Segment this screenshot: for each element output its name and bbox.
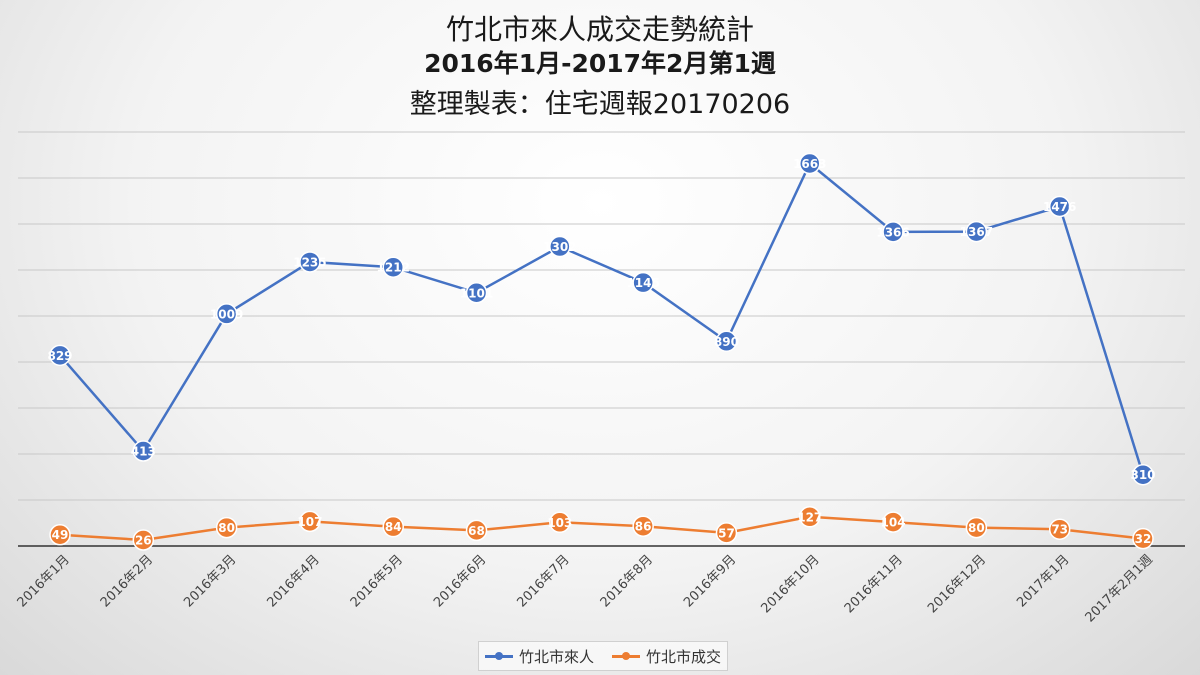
data-point	[549, 511, 571, 534]
data-point	[299, 251, 321, 273]
x-tick-label: 2016年1月	[15, 552, 73, 610]
data-point	[215, 303, 238, 325]
data-label: 107	[297, 515, 322, 529]
data-label: 829	[47, 349, 72, 363]
data-label: 1101	[460, 286, 493, 300]
data-label: 73	[1051, 523, 1068, 537]
data-label: 68	[468, 524, 485, 538]
data-label: 104	[881, 516, 906, 530]
data-label: 1663	[793, 157, 826, 171]
data-point	[882, 221, 904, 243]
data-label: 1302	[543, 240, 576, 254]
data-point	[715, 522, 738, 544]
legend-label-visitors: 竹北市來人	[518, 647, 594, 666]
data-label: 26	[135, 534, 152, 548]
data-point	[632, 271, 654, 294]
x-tick-label: 2016年11月	[842, 552, 906, 616]
data-label: 57	[718, 526, 735, 540]
x-tick-label: 2016年10月	[759, 552, 823, 616]
legend-swatch-visitors	[484, 651, 513, 660]
data-point	[465, 282, 488, 304]
data-label: 32	[1135, 532, 1152, 546]
legend-label-deals: 竹北市成交	[646, 647, 722, 666]
data-label: 86	[635, 520, 652, 534]
x-tick-label: 2016年7月	[514, 552, 572, 610]
data-point	[49, 523, 71, 546]
data-point	[882, 511, 904, 533]
data-label: 890	[714, 335, 739, 349]
x-tick-label: 2017年1月	[1014, 552, 1072, 610]
data-label: 1366	[876, 225, 909, 239]
data-point	[965, 220, 988, 243]
x-tick-label: 2017年2月1週	[1083, 552, 1156, 625]
data-point	[965, 516, 988, 539]
chart-legend: 竹北市來人 竹北市成交	[478, 641, 728, 671]
data-label: 1009	[210, 307, 243, 321]
chart-subtitle: 2016年1月-2017年2月第1週	[424, 49, 776, 78]
data-point	[1048, 518, 1071, 540]
x-tick-label: 2016年6月	[431, 552, 489, 610]
data-point	[132, 440, 155, 462]
legend-item-deals: 竹北市成交	[612, 646, 721, 667]
data-point	[215, 516, 238, 539]
data-label: 1235	[293, 255, 326, 269]
data-point	[1132, 527, 1154, 550]
data-point	[1048, 195, 1071, 218]
data-point	[49, 344, 71, 367]
data-point	[382, 515, 404, 538]
legend-item-visitors: 竹北市來人	[484, 646, 594, 667]
data-label: 80	[218, 521, 235, 535]
data-point	[632, 515, 654, 537]
data-point	[799, 506, 821, 528]
series-line-0	[59, 161, 1145, 476]
data-label: 80	[968, 521, 985, 535]
data-label: 1367	[960, 225, 993, 239]
data-label: 1212	[377, 261, 410, 275]
data-label: 84	[385, 520, 402, 534]
data-label: 413	[131, 445, 156, 459]
data-point	[715, 330, 738, 353]
data-label: 103	[547, 516, 572, 530]
x-tick-label: 2016年2月	[98, 552, 156, 610]
data-label: 1145	[626, 276, 659, 290]
data-point	[465, 519, 488, 542]
data-label: 127	[797, 510, 822, 524]
data-label: 49	[52, 528, 69, 542]
x-tick-label: 2016年8月	[598, 552, 656, 610]
x-tick-label: 2016年9月	[681, 552, 739, 610]
chart-subtitle-2: 整理製表：住宅週報20170206	[409, 89, 791, 120]
data-point	[1132, 463, 1154, 486]
data-point	[299, 510, 321, 533]
data-label: 1476	[1043, 200, 1076, 214]
data-point	[549, 235, 571, 258]
x-tick-label: 2016年5月	[348, 552, 406, 610]
x-tick-label: 2016年3月	[181, 552, 239, 610]
x-tick-label: 2016年4月	[265, 552, 323, 610]
series-line-1	[59, 515, 1144, 542]
chart-title: 竹北市來人成交走勢統計	[445, 13, 754, 46]
data-point	[799, 152, 821, 175]
data-point	[382, 256, 404, 278]
x-tick-label: 2016年12月	[925, 552, 989, 616]
data-point	[132, 529, 155, 551]
legend-swatch-deals	[612, 651, 640, 660]
data-label: 310	[1130, 468, 1155, 482]
